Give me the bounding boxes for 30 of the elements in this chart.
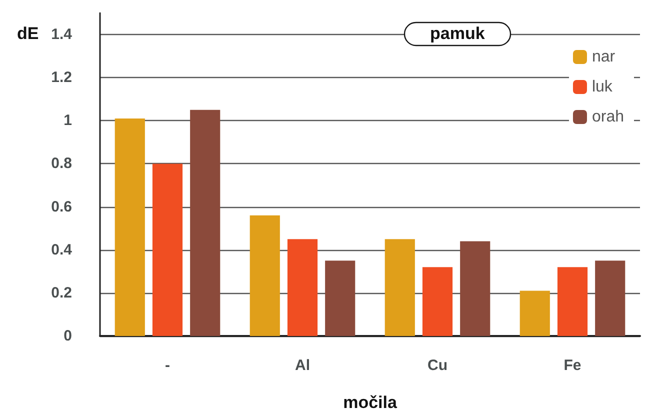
text: pamuk: [430, 24, 486, 43]
bar: [460, 241, 490, 336]
x-tick-label: Al: [295, 357, 310, 374]
y-tick-label: 0.6: [51, 198, 72, 216]
y-tick-label: 0.8: [51, 155, 72, 172]
bar: [152, 164, 183, 336]
x-axis-title: močila: [343, 393, 398, 412]
y-axis-title: dE: [17, 24, 39, 43]
bar: [422, 267, 453, 336]
y-tick-label: 0: [64, 328, 72, 344]
legend-label: orah: [592, 108, 624, 126]
bar: [384, 239, 415, 336]
y-tick-label: 0.4: [51, 241, 73, 258]
y-tick-label: 1.2: [51, 69, 72, 86]
legend-label: nar: [592, 48, 616, 66]
x-tick-label: Fe: [564, 357, 582, 374]
x-tick-label: Cu: [428, 357, 448, 374]
bar: [595, 260, 626, 336]
y-tick-label: 1.4: [51, 26, 73, 44]
bar: [190, 110, 220, 336]
bar: [287, 239, 318, 336]
legend-label: luk: [592, 78, 614, 96]
bar: [250, 215, 280, 336]
y-tick-label: 0.2: [51, 284, 72, 302]
bar: [114, 118, 145, 336]
bar: [557, 267, 588, 336]
bar: [325, 260, 356, 336]
x-tick-label: -: [165, 357, 170, 374]
bar: [520, 290, 550, 336]
y-tick-label: 1: [64, 112, 72, 130]
